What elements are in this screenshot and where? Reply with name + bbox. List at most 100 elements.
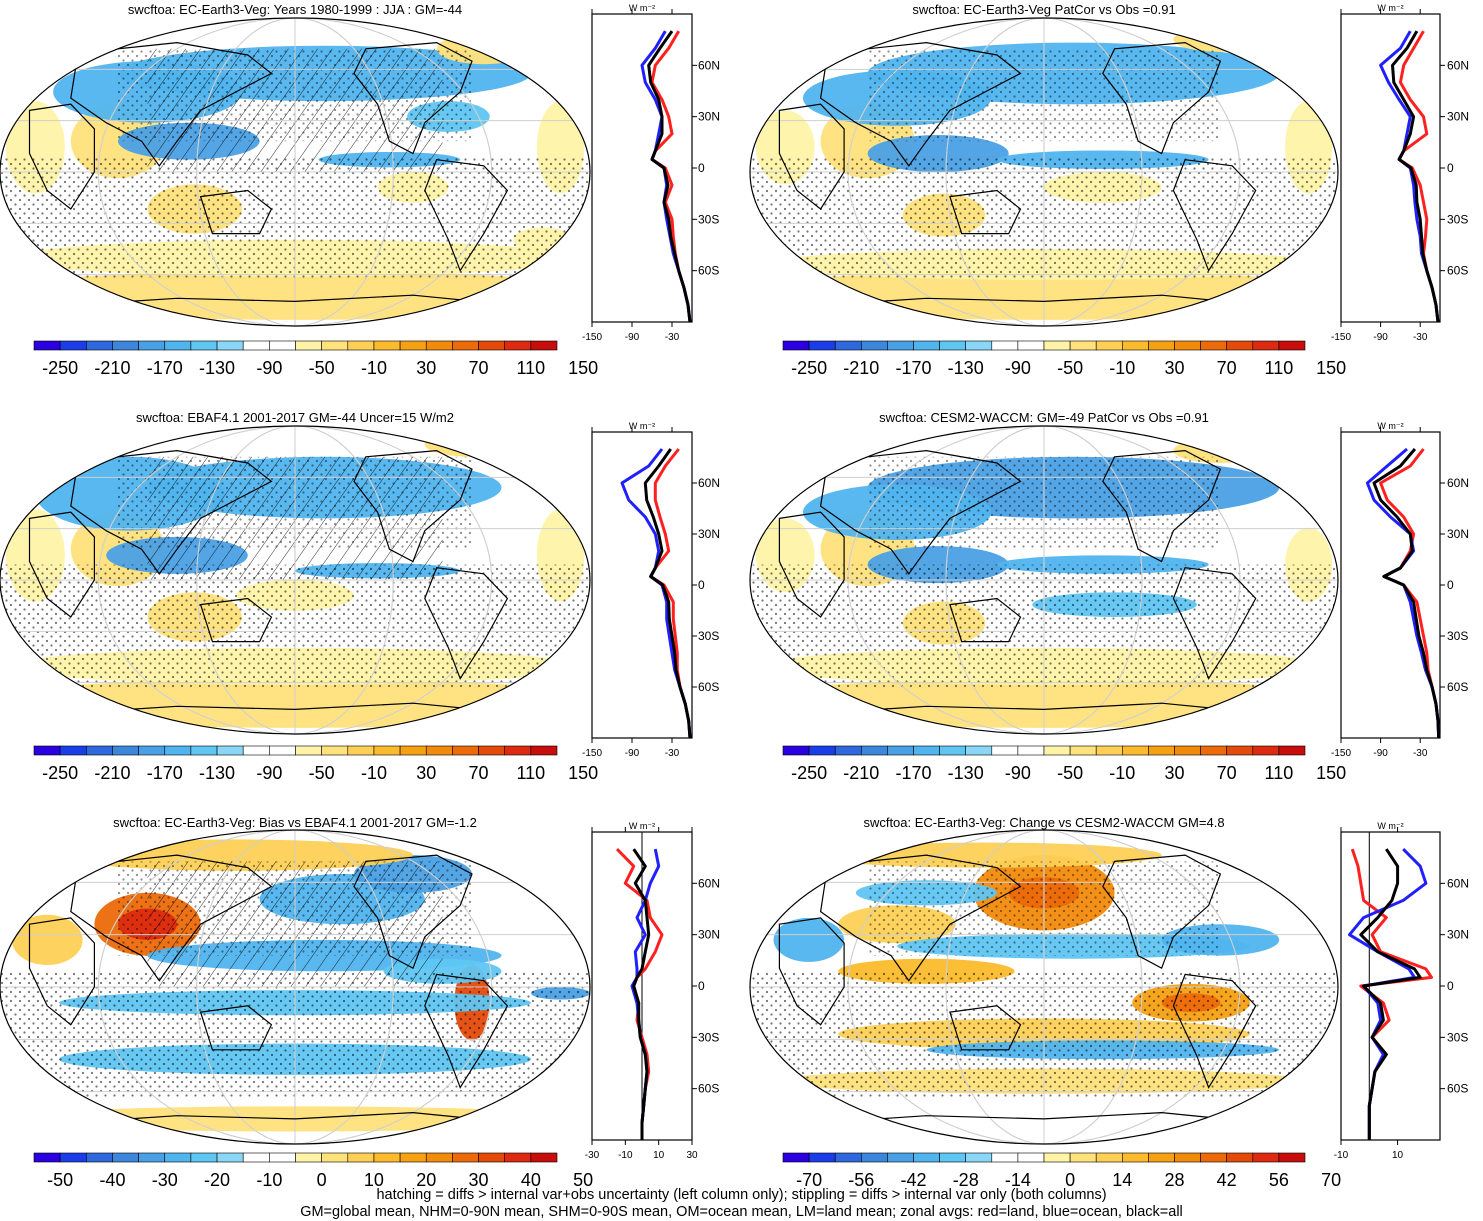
colorbar-label: 70 (469, 763, 489, 783)
map-coastline (424, 973, 509, 1089)
profile-lat-label: 30S (1447, 212, 1468, 226)
map-longitude-line (945, 426, 1143, 734)
profile-lat-label: 30N (698, 928, 720, 942)
colorbar-cell (33, 340, 61, 351)
colorbar-label: -210 (843, 763, 879, 783)
colorbar-label: 56 (1269, 1170, 1289, 1190)
colorbar-cell (782, 745, 810, 756)
profile-lat-label: 60S (1447, 680, 1468, 694)
colorbar-label: -40 (99, 1170, 125, 1190)
colorbar-cell (295, 1152, 322, 1163)
colorbar-obs-mean: -250 -210 -170 -130 -90 -50 -10 30 70 110 150 (33, 745, 598, 783)
colorbar-cell (425, 1152, 453, 1163)
colorbar-cell (242, 340, 270, 351)
colorbar-cell (112, 1152, 139, 1163)
colorbar-label: 30 (469, 1170, 489, 1190)
profile-unit-label: W m⁻² (1377, 421, 1403, 431)
map-coastline (1102, 854, 1222, 970)
colorbar-label: 10 (364, 1170, 384, 1190)
map-coastline (70, 41, 273, 167)
profile-x-tick-label: -30 (665, 332, 680, 343)
map-longitude-line (97, 18, 493, 326)
map-coastline (1102, 41, 1222, 155)
zonal-profile-change: -10 10 W m⁻² 60N 30N 0 30S 60S (1334, 821, 1469, 1161)
map-bias (0, 829, 591, 1145)
colorbar-label: 40 (521, 1170, 541, 1190)
map-coastline (28, 103, 95, 210)
colorbar-label: 0 (317, 1170, 327, 1190)
map-coastline (70, 449, 273, 575)
colorbar-cell (1017, 1152, 1045, 1163)
colorbar-label: 30 (1164, 763, 1184, 783)
colorbar-cell (425, 340, 453, 351)
profile-unit-label: W m⁻² (629, 421, 655, 431)
colorbar-cell (452, 745, 479, 756)
colorbar-cell (1278, 340, 1306, 351)
profile-lat-label: 30S (698, 1030, 719, 1044)
colorbar-cell (112, 340, 139, 351)
colorbar-cell (1252, 340, 1280, 351)
profile-x-tick-label: -90 (1373, 748, 1388, 759)
colorbar-label: 110 (516, 358, 545, 378)
colorbar-cell (504, 745, 532, 756)
colorbar-cell (1069, 745, 1097, 756)
colorbar-cell (913, 340, 940, 351)
colorbar-cell (86, 745, 113, 756)
profile-lat-label: 60N (698, 58, 720, 72)
zonal-profile-obs-mean: -150 -90 -30 W m⁻² 60N 30N 0 30S 60S (582, 421, 720, 759)
colorbar-cell (138, 1152, 166, 1163)
profile-x-tick-label: -150 (1331, 748, 1351, 759)
panel-title: swcftoa: EC-Earth3-Veg: Bias vs EBAF4.1 … (113, 815, 477, 830)
colorbar-label: -170 (895, 763, 931, 783)
colorbar-label: -90 (256, 763, 282, 783)
colorbar-label: -10 (361, 763, 387, 783)
colorbar-label: 110 (1265, 763, 1294, 783)
colorbar-cell (1200, 1152, 1227, 1163)
profile-lat-label: 0 (1447, 979, 1454, 993)
colorbar-cell (321, 340, 349, 351)
colorbar-cell (808, 1152, 836, 1163)
colorbar-cell (1043, 1152, 1071, 1163)
colorbar-cell (1095, 340, 1123, 351)
profile-series-line (1391, 30, 1440, 323)
map-outline (0, 425, 591, 735)
map-coastline (819, 449, 1022, 575)
colorbar-label: -30 (152, 1170, 178, 1190)
colorbar-cell (834, 1152, 862, 1163)
colorbar-cell (164, 745, 192, 756)
colorbar-cell (834, 745, 862, 756)
colorbar-cell (1200, 745, 1227, 756)
map-coastline (832, 1111, 1256, 1123)
profile-lat-label: 30N (1447, 928, 1469, 942)
panel-title: swcftoa: EC-Earth3-Veg: Years 1980-1999 … (128, 2, 462, 17)
colorbar-cell (112, 745, 139, 756)
colorbar-label: -28 (953, 1170, 979, 1190)
profile-lat-label: 30S (1447, 1030, 1468, 1044)
colorbar-label: -130 (199, 763, 235, 783)
colorbar-cell (1095, 745, 1123, 756)
colorbar-label: 70 (1217, 358, 1237, 378)
colorbar-cell (452, 1152, 479, 1163)
profile-unit-label: W m⁻² (629, 821, 655, 831)
map-coastline (819, 854, 1022, 982)
colorbar-label: -130 (948, 358, 984, 378)
colorbar-cell (965, 1152, 993, 1163)
colorbar-ref-model-mean: -250 -210 -170 -130 -90 -50 -10 30 70 110 150 (782, 745, 1346, 783)
profile-lat-label: 60N (1447, 876, 1469, 890)
profile-lat-label: 30S (698, 212, 719, 226)
colorbar-cell (1148, 745, 1175, 756)
colorbar-cell (782, 1152, 810, 1163)
colorbar-label: -56 (848, 1170, 874, 1190)
profile-x-tick-label: -30 (585, 1150, 600, 1161)
profile-lat-label: 30N (1447, 527, 1469, 541)
map-outline (749, 17, 1339, 327)
colorbar-label: -170 (147, 358, 183, 378)
colorbar-label: 0 (1065, 1170, 1075, 1190)
zonal-profile-bias: -30 -10 10 30 W m⁻² 60N 30N 0 30S 60S (585, 821, 720, 1161)
profile-lat-label: 60S (1447, 1082, 1468, 1096)
colorbar-cell (86, 1152, 113, 1163)
colorbar-cell (373, 1152, 401, 1163)
colorbar-cell (86, 340, 113, 351)
colorbar-cell (1174, 340, 1201, 351)
map-coastline (199, 189, 273, 235)
